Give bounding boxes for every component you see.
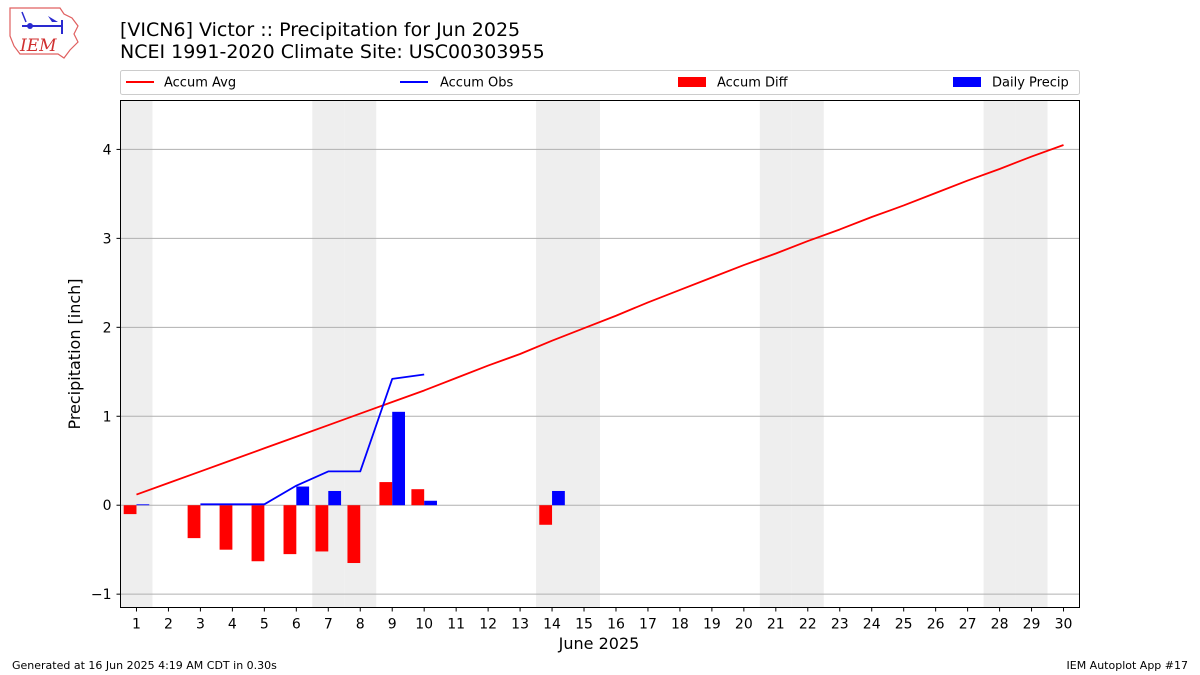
legend-item-daily-precip: Daily Precip xyxy=(953,76,1069,91)
x-tick-label-16: 16 xyxy=(607,617,625,633)
iem-logo: IEM xyxy=(9,7,79,59)
x-tick-label-13: 13 xyxy=(511,617,529,633)
y-tick-label-3: 3 xyxy=(103,231,112,247)
x-tick-label-7: 7 xyxy=(324,617,333,633)
y-tick-label--1: −1 xyxy=(91,587,112,603)
legend-label-daily-precip: Daily Precip xyxy=(992,76,1069,91)
x-tick-label-26: 26 xyxy=(927,617,945,633)
weekend-band-day-29 xyxy=(1015,100,1048,608)
accum-obs-path xyxy=(200,373,425,506)
x-tick-label-30: 30 xyxy=(1055,617,1073,633)
x-tick-label-28: 28 xyxy=(991,617,1009,633)
accum-diff-bar-day-3 xyxy=(187,505,201,539)
accum-diff-bars xyxy=(123,482,553,564)
y-tick-label-2: 2 xyxy=(103,320,112,336)
x-tick-label-21: 21 xyxy=(767,617,785,633)
x-tick-label-14: 14 xyxy=(543,617,561,633)
legend-label-accum-avg: Accum Avg xyxy=(164,76,236,91)
x-tick-label-27: 27 xyxy=(959,617,977,633)
legend-item-accum-diff: Accum Diff xyxy=(678,76,789,91)
legend-item-accum-avg: Accum Avg xyxy=(126,76,236,91)
weekend-band-day-14 xyxy=(536,100,569,608)
x-tick-label-18: 18 xyxy=(671,617,689,633)
x-tick-label-11: 11 xyxy=(447,617,465,633)
y-tick-label-1: 1 xyxy=(103,409,112,425)
x-tick-label-2: 2 xyxy=(164,617,173,633)
y-axis-label: Precipitation [inch] xyxy=(65,278,84,429)
y-axis-ticks: −1 0 1 2 3 4 xyxy=(91,142,121,603)
x-tick-label-5: 5 xyxy=(260,617,269,633)
x-tick-label-15: 15 xyxy=(575,617,593,633)
legend-item-accum-obs: Accum Obs xyxy=(400,76,513,91)
daily-precip-bar-day-6 xyxy=(296,486,310,506)
x-tick-label-8: 8 xyxy=(356,617,365,633)
daily-precip-bar-day-14 xyxy=(552,490,565,506)
x-tick-label-25: 25 xyxy=(895,617,913,633)
x-tick-label-1: 1 xyxy=(132,617,141,633)
accum-avg-line xyxy=(136,144,1064,496)
logo-text: IEM xyxy=(19,36,57,56)
grid-lines xyxy=(120,148,1080,595)
x-tick-label-6: 6 xyxy=(292,617,301,633)
accum-obs-line xyxy=(200,373,425,506)
x-axis-label: June 2025 xyxy=(558,634,640,653)
accum-diff-bar-day-14 xyxy=(539,505,553,525)
x-axis-ticks: 1 2 3 4 5 6 7 8 9 10 11 12 13 14 15 16 17 18 19 20 21 22 23 24 2… xyxy=(132,607,1073,633)
accum-avg-path xyxy=(136,144,1064,496)
legend: Accum Avg Accum Obs Accum Diff Daily Pre… xyxy=(120,70,1080,95)
accum-diff-bar-day-1 xyxy=(123,505,137,515)
x-tick-label-12: 12 xyxy=(479,617,497,633)
app-footer: IEM Autoplot App #17 xyxy=(1067,659,1189,672)
x-tick-label-23: 23 xyxy=(831,617,849,633)
accum-diff-bar-day-8 xyxy=(347,505,361,564)
generated-footer: Generated at 16 Jun 2025 4:19 AM CDT in … xyxy=(12,659,277,672)
x-tick-label-17: 17 xyxy=(639,617,657,633)
daily-precip-bar-day-9 xyxy=(392,411,406,506)
plot-frame xyxy=(120,100,1080,608)
weekend-band-day-15 xyxy=(568,100,600,608)
accum-diff-bar-day-4 xyxy=(219,505,233,550)
x-tick-label-4: 4 xyxy=(228,617,237,633)
accum-diff-bar-day-6 xyxy=(283,505,297,555)
x-tick-label-19: 19 xyxy=(703,617,721,633)
weekend-bands xyxy=(120,100,1048,608)
x-tick-label-3: 3 xyxy=(196,617,205,633)
legend-label-accum-obs: Accum Obs xyxy=(440,76,513,91)
daily-precip-bar-day-10 xyxy=(424,500,437,506)
legend-label-accum-diff: Accum Diff xyxy=(717,76,789,91)
chart-subtitle: NCEI 1991-2020 Climate Site: USC00303955 xyxy=(120,41,545,63)
weekend-band-day-1 xyxy=(120,100,153,608)
y-tick-label-0: 0 xyxy=(103,498,112,514)
weekend-band-day-28 xyxy=(983,100,1016,608)
x-tick-label-9: 9 xyxy=(388,617,397,633)
accum-diff-bar-day-7 xyxy=(315,505,329,552)
x-tick-label-22: 22 xyxy=(799,617,817,633)
x-tick-label-10: 10 xyxy=(415,617,433,633)
weekend-band-day-21 xyxy=(759,100,792,608)
x-tick-label-24: 24 xyxy=(863,617,881,633)
x-tick-label-20: 20 xyxy=(735,617,753,633)
accum-diff-bar-day-9 xyxy=(379,482,393,506)
daily-precip-bar-day-1 xyxy=(136,504,150,506)
accum-diff-bar-day-10 xyxy=(411,489,425,506)
daily-precip-bar-day-7 xyxy=(328,490,342,506)
weekend-band-day-22 xyxy=(791,100,824,608)
x-tick-label-29: 29 xyxy=(1023,617,1041,633)
chart-title: [VICN6] Victor :: Precipitation for Jun … xyxy=(120,19,520,41)
daily-precip-bars xyxy=(136,411,565,506)
accum-diff-bar-day-5 xyxy=(251,505,265,562)
y-tick-label-4: 4 xyxy=(103,142,112,158)
